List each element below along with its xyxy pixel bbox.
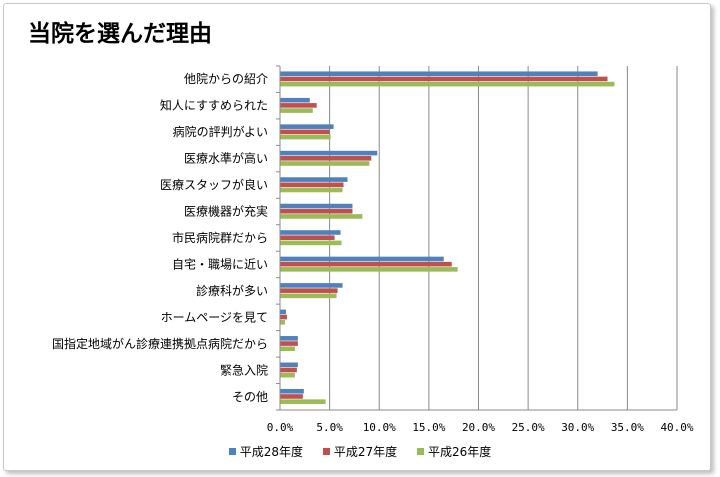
bar: [280, 399, 326, 404]
category-label: ホームページを見て: [161, 310, 268, 324]
bar: [280, 240, 342, 246]
bar: [280, 293, 337, 299]
bar: [280, 182, 344, 188]
axes: [276, 65, 677, 411]
bar: [280, 394, 303, 399]
legend-item: 平成28年度: [228, 443, 304, 460]
category-label: 自宅・職場に近い: [172, 256, 268, 271]
legend-item: 平成26年度: [416, 443, 492, 460]
legend-swatch: [416, 448, 424, 455]
bars: [280, 71, 615, 404]
x-tick-label: 40.0%: [660, 421, 693, 434]
category-label: 病院の評判がよい: [173, 124, 268, 139]
bar: [280, 267, 458, 272]
bar: [280, 372, 295, 378]
bar: [280, 362, 298, 368]
legend-label: 平成28年度: [239, 445, 304, 459]
category-label: その他: [232, 390, 268, 404]
bar: [280, 314, 287, 320]
legend-swatch: [228, 448, 236, 455]
bar: [280, 256, 444, 262]
bar: [280, 283, 343, 288]
x-tick-label: 15.0%: [412, 421, 445, 434]
x-tick-label: 0.0%: [267, 421, 294, 434]
bar: [280, 341, 298, 346]
bar: [280, 367, 297, 373]
legend-label: 平成27年度: [333, 445, 398, 459]
legend-swatch: [322, 448, 330, 455]
bar: [280, 319, 285, 325]
category-label: 知人にすすめられた: [160, 99, 268, 113]
bar: [280, 309, 286, 315]
x-tick-label: 10.0%: [363, 421, 396, 434]
category-label: 緊急入院: [220, 362, 268, 377]
bar: [280, 129, 330, 135]
bar: [280, 108, 313, 113]
legend-item: 平成27年度: [322, 443, 398, 460]
category-label: 医療機器が充実: [184, 204, 268, 219]
bar: [280, 346, 295, 352]
bar: [280, 150, 378, 156]
bar: [280, 103, 317, 108]
bar: [280, 214, 363, 219]
bar: [280, 134, 331, 140]
bar-chart: 他院からの紹介知人にすすめられた病院の評判がよい医療水準が高い医療スタッフが良い…: [52, 65, 694, 434]
bar: [280, 187, 343, 193]
x-tick-label: 30.0%: [561, 421, 594, 434]
bar: [280, 288, 338, 293]
category-label: 医療水準が高い: [184, 151, 268, 166]
category-labels: 他院からの紹介知人にすすめられた病院の評判がよい医療水準が高い医療スタッフが良い…: [52, 72, 268, 404]
gridlines: [279, 66, 678, 410]
x-tick-labels: 0.0% 5.0% 10.0% 15.0% 20.0% 25.0% 30.0% 35.0% 40…: [267, 421, 694, 434]
category-label: 診療科が多い: [196, 283, 268, 298]
x-tick-label: 5.0%: [316, 421, 343, 434]
category-label: 国指定地域がん診療連携拠点病院だから: [52, 336, 268, 351]
bar: [280, 71, 598, 77]
legend: 平成28年度 平成27年度 平成26年度: [0, 443, 720, 460]
x-tick-label: 25.0%: [512, 421, 545, 434]
bar: [280, 203, 353, 209]
bar: [280, 124, 334, 129]
bar: [280, 81, 615, 87]
x-tick-label: 20.0%: [462, 421, 495, 434]
bar: [280, 336, 298, 341]
chart-title: 当院を選んだ理由: [28, 21, 212, 47]
bar: [280, 161, 370, 166]
bar: [280, 156, 372, 161]
category-label: 医療スタッフが良い: [160, 177, 268, 192]
legend-label: 平成26年度: [427, 445, 492, 459]
bar: [280, 235, 335, 240]
bar: [280, 97, 310, 103]
category-label: 市民病院群だから: [172, 230, 268, 245]
bar: [280, 230, 341, 235]
category-label: 他院からの紹介: [184, 72, 268, 86]
x-tick-label: 35.0%: [611, 421, 644, 434]
bar: [280, 76, 608, 82]
bar: [280, 177, 348, 182]
bar: [280, 261, 452, 267]
bar: [280, 388, 304, 394]
bar: [280, 208, 353, 214]
